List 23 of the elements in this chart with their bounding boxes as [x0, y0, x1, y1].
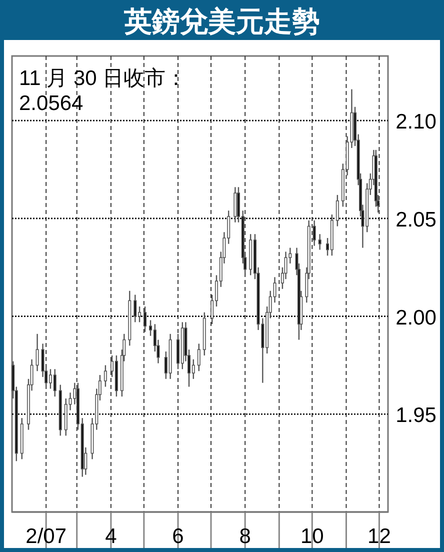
y-tick-label: 2.10: [396, 110, 436, 134]
candlestick: [36, 333, 39, 372]
x-tick-label: 2/07: [26, 525, 67, 548]
x-tick-label: 6: [172, 525, 184, 548]
candlestick: [318, 233, 322, 250]
candlestick: [197, 343, 200, 372]
candlestick: [192, 358, 195, 380]
x-tick-label: 8: [239, 525, 251, 548]
x-tick-label: 4: [105, 525, 118, 548]
x-tick-label: 10: [300, 525, 324, 548]
chart-title: 英鎊兌美元走勢: [123, 6, 320, 37]
candlestick: [312, 220, 316, 246]
annotation: 11 月 30 日收市： 2.0564: [19, 67, 187, 115]
y-tick-label: 1.95: [396, 404, 436, 428]
candlestick: [234, 186, 237, 223]
candlestick: [336, 194, 339, 227]
y-tick-label: 2.05: [396, 208, 436, 232]
x-tick-label: 12: [368, 525, 391, 548]
candlestick: [134, 294, 137, 323]
y-tick-label: 2.00: [396, 306, 436, 330]
candlestick: [104, 364, 107, 388]
candlestick: [53, 368, 56, 398]
candlestick: [144, 306, 147, 333]
